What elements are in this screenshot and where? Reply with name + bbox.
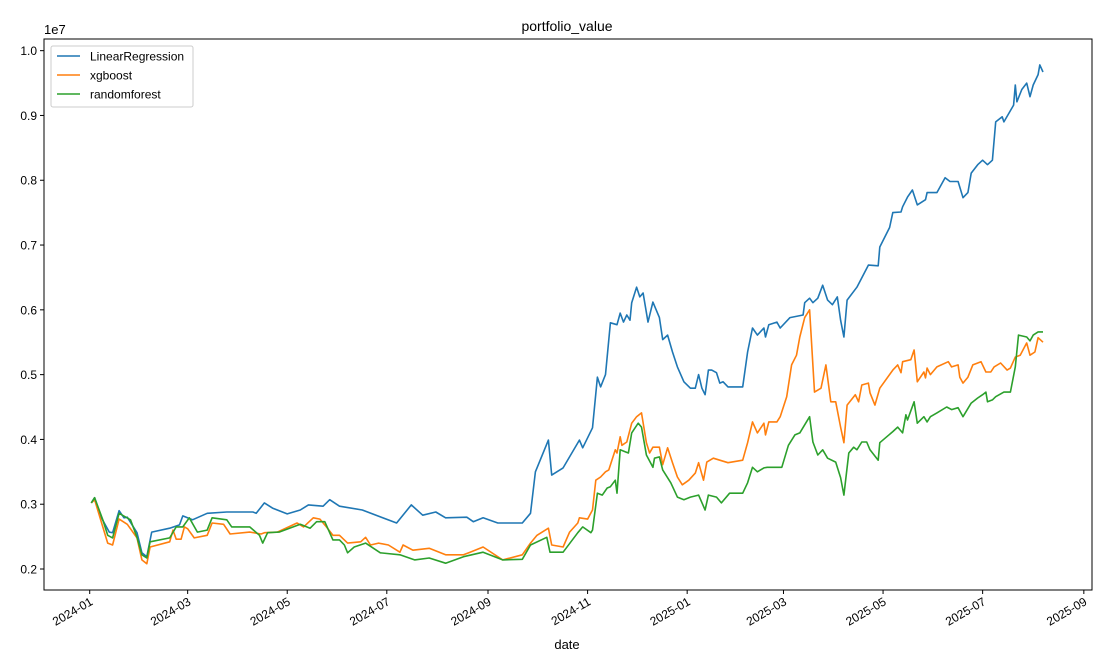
y-tick-label: 0.4 — [20, 433, 37, 447]
y-tick-label: 0.7 — [20, 239, 37, 253]
x-tick-label: 2024-07 — [347, 594, 392, 628]
series-layer — [90, 64, 1044, 565]
y-tick-label: 0.3 — [20, 498, 37, 512]
x-tick-label: 2024-05 — [248, 594, 293, 628]
y-tick-label: 0.2 — [20, 563, 37, 577]
x-axis: 2024-01 2024-03 2024-05 2024-07 2024-09 2024-… — [50, 590, 1090, 629]
x-tick-label: 2024-09 — [448, 594, 493, 628]
x-tick-label: 2024-11 — [549, 594, 594, 628]
x-tick-label: 2024-03 — [148, 594, 193, 628]
legend-label: xgboost — [90, 69, 133, 83]
x-tick-label: 2025-07 — [943, 594, 988, 628]
x-axis-label: date — [554, 637, 579, 652]
x-tick-label: 2025-01 — [648, 594, 693, 628]
y-tick-label: 0.8 — [20, 174, 37, 188]
legend-box — [50, 45, 194, 108]
y-tick-label: 0.6 — [20, 303, 37, 317]
plot-frame — [43, 38, 1093, 591]
y-offset-label: 1e7 — [44, 22, 66, 37]
y-tick-label: 0.5 — [20, 368, 37, 382]
series-line-randomforest — [90, 331, 1043, 564]
series-line-LinearRegression — [90, 64, 1044, 558]
x-tick-label: 2025-05 — [843, 594, 888, 628]
legend-label: randomforest — [90, 88, 161, 102]
y-tick-label: 0.9 — [20, 109, 37, 123]
series-line-xgboost — [90, 309, 1044, 565]
x-tick-label: 2025-03 — [744, 594, 789, 628]
y-tick-label: 1.0 — [20, 44, 37, 58]
x-tick-label: 2025-09 — [1044, 594, 1089, 628]
legend: LinearRegression xgboost randomforest — [50, 45, 194, 108]
y-axis: 0.2 0.3 0.4 0.5 0.6 0.7 0.8 0.9 1.0 — [20, 44, 44, 577]
x-tick-label: 2024-01 — [50, 594, 95, 628]
legend-label: LinearRegression — [90, 50, 184, 64]
chart-title: portfolio_value — [521, 18, 612, 34]
